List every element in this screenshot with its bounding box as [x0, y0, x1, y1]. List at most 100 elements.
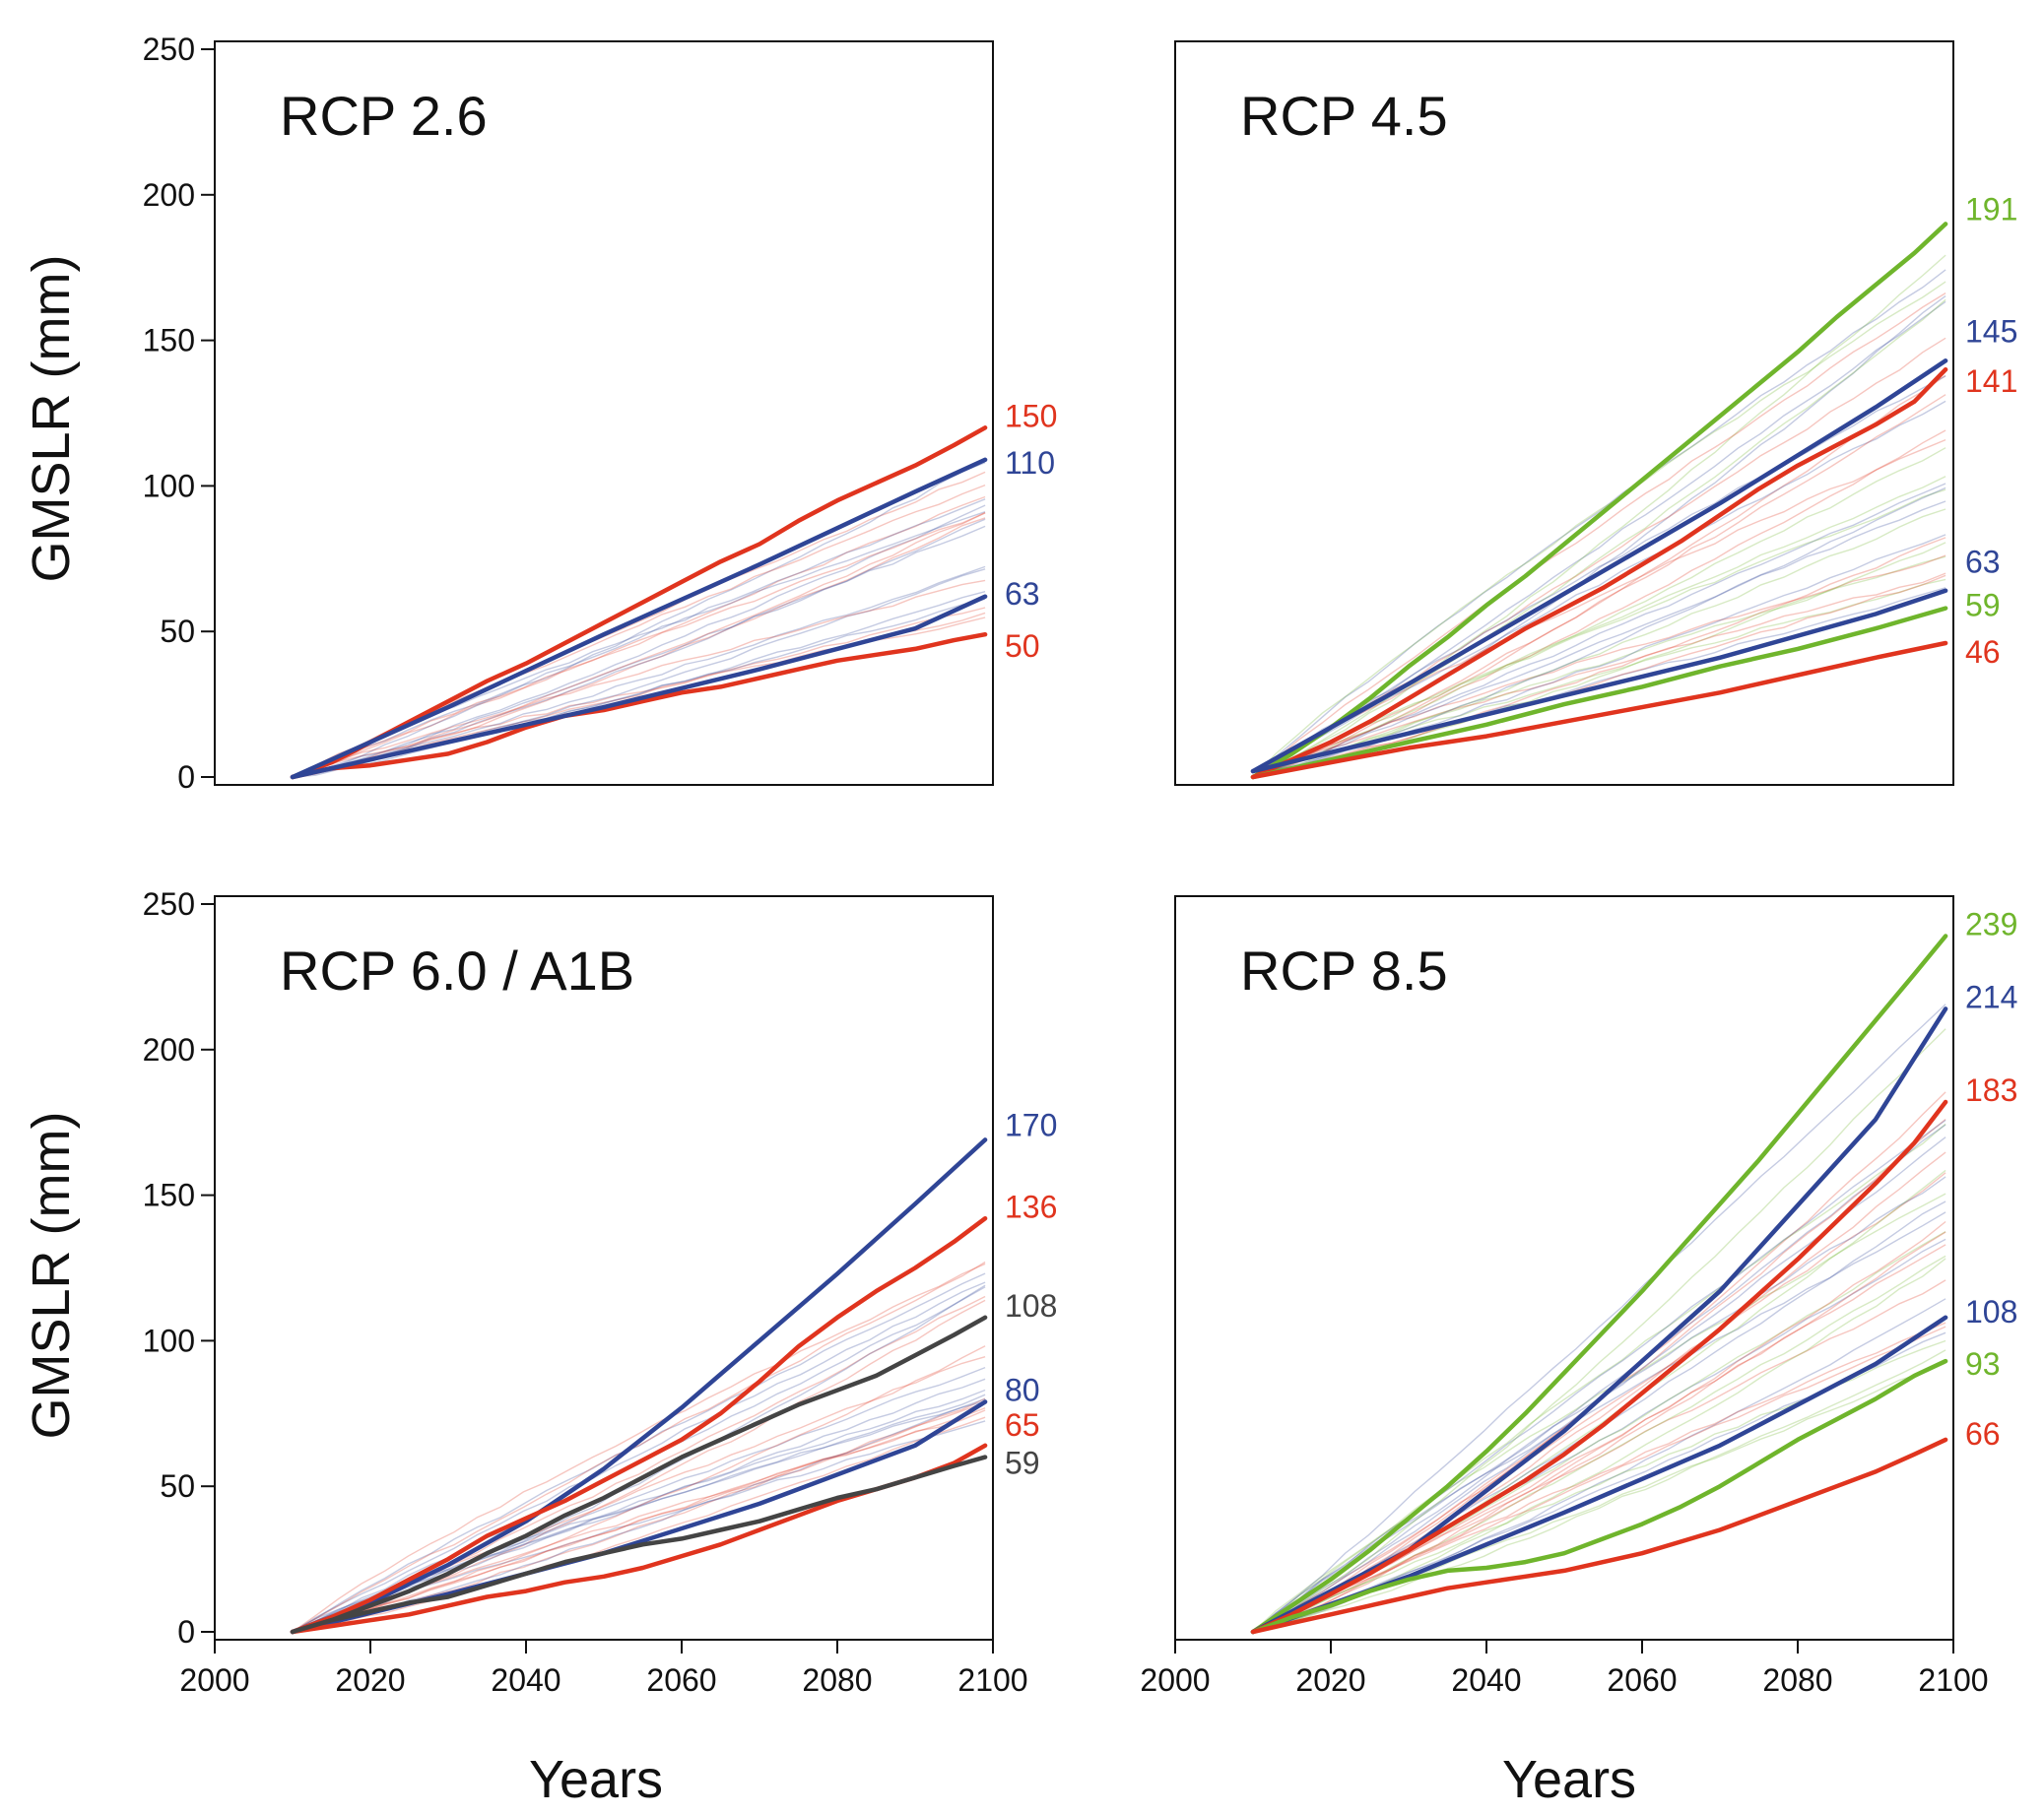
- y-axis: 0 50 100 150 200 250: [143, 886, 215, 1650]
- y-tick-label: 100: [143, 1323, 195, 1358]
- ensemble-line: [292, 504, 986, 778]
- x-tick-label: 2040: [1451, 1662, 1521, 1698]
- x-tick-label: 2020: [1295, 1662, 1365, 1698]
- ensemble-line: [1252, 1124, 1946, 1633]
- x-tick-label: 2000: [179, 1662, 249, 1698]
- ensemble-line: [292, 525, 986, 778]
- ensemble-line: [292, 1345, 986, 1633]
- ensemble-line: [1252, 1193, 1946, 1633]
- y-tick-label: 150: [143, 323, 195, 358]
- ensemble-line: [292, 1272, 986, 1633]
- y-tick-label: 150: [143, 1178, 195, 1213]
- y-tick-label: 200: [143, 177, 195, 213]
- series-line-red: [290, 1215, 988, 1635]
- series-line-green: [1250, 606, 1948, 780]
- x-tick-label: 2000: [1140, 1662, 1210, 1698]
- ensemble-line: [1252, 542, 1946, 778]
- series-line-black: [290, 1315, 988, 1635]
- series-line-blue: [1250, 588, 1948, 774]
- y-tick-label: 200: [143, 1032, 195, 1068]
- ensemble-line: [292, 1416, 986, 1633]
- end-label-red: 65: [1005, 1407, 1040, 1443]
- y-tick-label: 100: [143, 468, 195, 503]
- y-tick-label: 0: [177, 1614, 195, 1650]
- ensemble-line: [292, 1281, 986, 1633]
- ensemble-line: [292, 498, 986, 778]
- ensemble-line: [1252, 483, 1946, 778]
- end-labels: 150 110 63 50: [1005, 398, 1057, 664]
- plot-frame: [214, 895, 994, 1641]
- end-label-black: 108: [1005, 1288, 1057, 1324]
- end-label-black: 59: [1005, 1446, 1040, 1481]
- series-lines: [290, 1137, 988, 1635]
- ensemble-line: [1252, 1172, 1946, 1633]
- ensemble-line: [1252, 394, 1946, 778]
- end-labels: 191 145 141 63 59 46: [1965, 192, 2017, 670]
- plot-frame: [1174, 40, 1954, 786]
- panel-rcp-4-5: RCP 4.5 191 145 141 63 59 46: [1174, 40, 2017, 786]
- ensemble-line: [292, 565, 986, 778]
- series-line-green: [1250, 1358, 1948, 1635]
- ensemble-line: [1252, 1004, 1946, 1633]
- ensemble-lines: [1252, 1004, 1946, 1633]
- panel-title: RCP 4.5: [1240, 85, 1448, 147]
- ensemble-line: [1252, 1119, 1946, 1633]
- x-axis-title-left: Years: [529, 1750, 663, 1809]
- ensemble-lines: [292, 1261, 986, 1633]
- ensemble-line: [1252, 1211, 1946, 1633]
- ensemble-line: [1252, 429, 1946, 778]
- ensemble-line: [292, 512, 986, 778]
- y-tick-label: 250: [143, 32, 195, 67]
- ensemble-line: [1252, 1349, 1946, 1633]
- ensemble-line: [1252, 438, 1946, 778]
- ensemble-line: [1252, 555, 1946, 778]
- end-label-blue: 110: [1005, 445, 1055, 481]
- x-axis: 2000 2020 2040 2060 2080 2100: [1140, 1640, 1989, 1698]
- ensemble-line: [292, 1263, 986, 1633]
- panel-rcp-6-0-a1b: 0 50 100 150 200 250 2000 2020 2040 2060 2080 2100…: [143, 886, 1058, 1698]
- panel-title: RCP 6.0 / A1B: [280, 940, 634, 1002]
- ensemble-line: [292, 579, 986, 778]
- series-line-red: [1250, 1437, 1948, 1635]
- ensemble-line: [1252, 537, 1946, 778]
- series-line-red: [1250, 366, 1948, 780]
- end-label-green: 59: [1965, 588, 2001, 623]
- y-axis-title-top: GMSLR (mm): [22, 255, 81, 583]
- series-line-green: [1250, 222, 1948, 780]
- ensemble-line: [1252, 292, 1946, 778]
- ensemble-lines: [1252, 254, 1946, 778]
- x-tick-label: 2040: [491, 1662, 560, 1698]
- y-tick-label: 50: [160, 614, 195, 649]
- end-label-red: 136: [1005, 1189, 1057, 1224]
- x-axis-title-right: Years: [1502, 1750, 1636, 1809]
- end-label-red: 141: [1965, 363, 2017, 399]
- ensemble-line: [1252, 447, 1946, 778]
- ensemble-line: [1252, 1231, 1946, 1633]
- ensemble-line: [292, 518, 986, 778]
- series-line-blue: [290, 594, 988, 780]
- ensemble-line: [1252, 374, 1946, 778]
- end-label-red: 183: [1965, 1072, 2017, 1108]
- x-tick-label: 2080: [802, 1662, 872, 1698]
- end-label-blue: 145: [1965, 314, 2017, 350]
- panel-rcp-8-5: 2000 2020 2040 2060 2080 2100 RCP 8.5 239 214 1…: [1140, 895, 2017, 1698]
- end-labels: 239 214 183 108 93 66: [1965, 907, 2017, 1452]
- ensemble-line: [1252, 1322, 1946, 1633]
- series-line-blue: [290, 457, 988, 780]
- ensemble-line: [1252, 500, 1946, 778]
- ensemble-line: [292, 1397, 986, 1633]
- end-label-red: 150: [1005, 398, 1057, 433]
- ensemble-line: [1252, 300, 1946, 778]
- x-tick-label: 2100: [957, 1662, 1027, 1698]
- ensemble-line: [1252, 1255, 1946, 1633]
- y-axis-title-bottom: GMSLR (mm): [22, 1112, 81, 1440]
- ensemble-line: [292, 1401, 986, 1633]
- ensemble-line: [292, 512, 986, 778]
- ensemble-line: [292, 495, 986, 778]
- ensemble-line: [1252, 574, 1946, 778]
- end-label-blue: 170: [1005, 1108, 1057, 1143]
- x-tick-label: 2080: [1762, 1662, 1832, 1698]
- x-tick-label: 2060: [1607, 1662, 1677, 1698]
